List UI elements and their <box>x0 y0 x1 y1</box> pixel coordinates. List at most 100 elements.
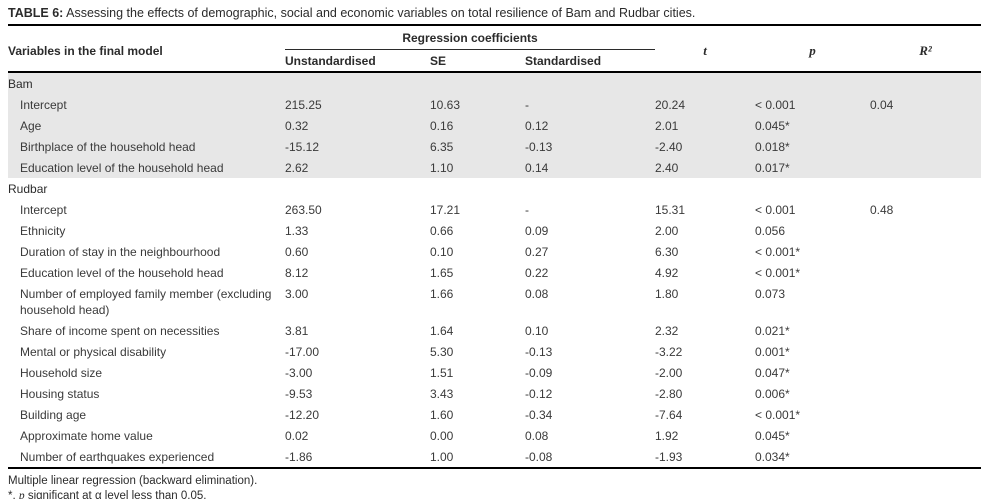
t-cell: 15.31 <box>655 203 686 217</box>
r2-cell: 0.48 <box>870 203 894 217</box>
table-body: Bam Intercept 215.25 10.63 - 20.24 < 0.001 0.04… <box>8 72 981 468</box>
unstandardised-cell: 3.00 <box>285 287 309 301</box>
standardised-cell: 0.14 <box>525 161 549 175</box>
table-row: Ethnicity 1.33 0.66 0.09 2.00 0.056 <box>8 220 981 241</box>
se-cell: 1.66 <box>430 287 454 301</box>
variable-cell: Birthplace of the household head <box>20 140 196 154</box>
table-row: Share of income spent on necessities 3.81… <box>8 320 981 341</box>
t-cell: 20.24 <box>655 98 686 112</box>
table-row: Household size -3.00 1.51 -0.09 -2.00 0.047* <box>8 362 981 383</box>
variable-cell: Intercept <box>20 203 67 217</box>
r2-cell <box>870 320 981 341</box>
unstandardised-cell: 263.50 <box>285 203 322 217</box>
unstandardised-cell: 1.33 <box>285 224 309 238</box>
section-header-row: Bam <box>8 72 981 94</box>
section-name: Bam <box>8 77 33 91</box>
variable-cell: Number of employed family member (exclud… <box>20 287 272 317</box>
table-row: Number of employed family member (exclud… <box>8 283 981 320</box>
se-cell: 0.16 <box>430 119 454 133</box>
table-row: Duration of stay in the neighbourhood 0.6… <box>8 241 981 262</box>
unstandardised-cell: -12.20 <box>285 408 320 422</box>
table-caption-label: TABLE 6: <box>8 6 64 20</box>
footnote-method: Multiple linear regression (backward eli… <box>8 475 258 487</box>
p-cell: 0.073 <box>755 287 786 301</box>
t-cell: -7.64 <box>655 408 683 422</box>
p-cell: 0.021* <box>755 324 790 338</box>
variable-cell: Education level of the household head <box>20 161 224 175</box>
col-header-t: t <box>703 43 707 58</box>
t-cell: 2.40 <box>655 161 679 175</box>
standardised-cell: 0.27 <box>525 245 549 259</box>
t-cell: 2.00 <box>655 224 679 238</box>
p-cell: 0.056 <box>755 224 786 238</box>
variable-cell: Share of income spent on necessities <box>20 324 220 338</box>
se-cell: 1.00 <box>430 450 454 464</box>
table-row: Mental or physical disability -17.00 5.30 -… <box>8 341 981 362</box>
t-cell: -2.80 <box>655 387 683 401</box>
r2-cell <box>870 383 981 404</box>
se-cell: 10.63 <box>430 98 461 112</box>
t-cell: 6.30 <box>655 245 679 259</box>
r2-cell <box>870 115 981 136</box>
r2-cell <box>870 404 981 425</box>
variable-cell: Number of earthquakes experienced <box>20 450 215 464</box>
unstandardised-cell: -9.53 <box>285 387 313 401</box>
se-cell: 1.64 <box>430 324 454 338</box>
t-cell: 2.01 <box>655 119 679 133</box>
t-cell: -1.93 <box>655 450 683 464</box>
variable-cell: Intercept <box>20 98 67 112</box>
se-cell: 6.35 <box>430 140 454 154</box>
p-cell: 0.001* <box>755 345 790 359</box>
variable-cell: Approximate home value <box>20 429 153 443</box>
variable-cell: Duration of stay in the neighbourhood <box>20 245 221 259</box>
variable-cell: Household size <box>20 366 103 380</box>
unstandardised-cell: 0.60 <box>285 245 309 259</box>
t-cell: 4.92 <box>655 266 679 280</box>
p-cell: 0.045* <box>755 429 790 443</box>
r2-cell <box>870 220 981 241</box>
p-cell: 0.045* <box>755 119 790 133</box>
standardised-cell: -0.13 <box>525 140 553 154</box>
unstandardised-cell: 0.02 <box>285 429 309 443</box>
standardised-cell: 0.10 <box>525 324 549 338</box>
table-caption-text: Assessing the effects of demographic, so… <box>63 6 696 20</box>
unstandardised-cell: 2.62 <box>285 161 309 175</box>
table-row: Intercept 215.25 10.63 - 20.24 < 0.001 0.04 <box>8 94 981 115</box>
se-cell: 0.00 <box>430 429 454 443</box>
se-cell: 0.10 <box>430 245 454 259</box>
p-cell: 0.047* <box>755 366 790 380</box>
unstandardised-cell: 215.25 <box>285 98 322 112</box>
t-cell: -2.00 <box>655 366 683 380</box>
r2-cell <box>870 241 981 262</box>
standardised-cell: -0.12 <box>525 387 553 401</box>
table-row: Approximate home value 0.02 0.00 0.08 1.92 0.… <box>8 425 981 446</box>
table-row: Education level of the household head 2.6… <box>8 157 981 178</box>
table-row: Education level of the household head 8.1… <box>8 262 981 283</box>
p-cell: < 0.001* <box>755 266 801 280</box>
p-cell: 0.034* <box>755 450 790 464</box>
r2-cell <box>870 446 981 468</box>
r2-cell <box>870 157 981 178</box>
variable-cell: Age <box>20 119 42 133</box>
standardised-cell: -0.34 <box>525 408 553 422</box>
table-header: Variables in the final model Regression … <box>8 26 981 72</box>
unstandardised-cell: 3.81 <box>285 324 309 338</box>
table-row: Intercept 263.50 17.21 - 15.31 < 0.001 0.48 <box>8 199 981 220</box>
p-cell: < 0.001 <box>755 98 796 112</box>
table-row: Building age -12.20 1.60 -0.34 -7.64 < 0.001* <box>8 404 981 425</box>
se-cell: 0.66 <box>430 224 454 238</box>
col-header-regression-coefficients: Regression coefficients <box>285 26 655 50</box>
r2-cell: 0.04 <box>870 98 894 112</box>
section-header-row: Rudbar <box>8 178 981 199</box>
table-row: Number of earthquakes experienced -1.86 1.… <box>8 446 981 468</box>
regression-table: Variables in the final model Regression … <box>8 26 981 469</box>
variable-cell: Education level of the household head <box>20 266 224 280</box>
variable-cell: Building age <box>20 408 87 422</box>
r2-cell <box>870 136 981 157</box>
se-cell: 5.30 <box>430 345 454 359</box>
col-header-unstandardised: Unstandardised <box>285 53 376 68</box>
table-footnotes: Multiple linear regression (backward eli… <box>8 474 981 499</box>
standardised-cell: -0.13 <box>525 345 553 359</box>
r2-cell <box>870 425 981 446</box>
table-row: Age 0.32 0.16 0.12 2.01 0.045* <box>8 115 981 136</box>
